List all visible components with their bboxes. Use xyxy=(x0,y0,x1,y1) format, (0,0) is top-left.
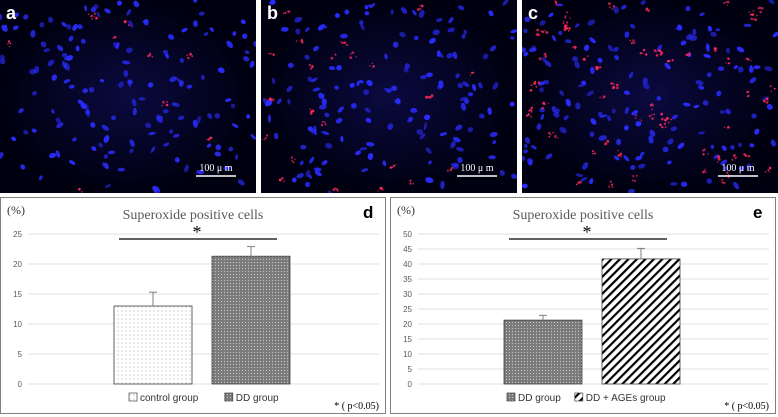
legend-swatch xyxy=(224,392,234,402)
micrograph-a: 100 μ m a xyxy=(0,0,256,193)
p-value-note: * ( p<0.05) xyxy=(724,401,769,412)
significance-marker: * xyxy=(583,222,592,242)
y-tick-label: 25 xyxy=(403,305,412,314)
y-tick-label: 35 xyxy=(403,275,412,284)
y-tick-label: 0 xyxy=(408,380,413,389)
scale-bar-label: 100 μ m xyxy=(199,163,232,174)
scale-bar-label: 100 μ m xyxy=(721,163,754,174)
bar xyxy=(113,305,193,385)
legend-label: control group xyxy=(140,393,199,404)
micrograph-b: 100 μ m b xyxy=(261,0,517,193)
y-unit-label: (%) xyxy=(397,203,415,217)
micrograph-c: 100 μ m c xyxy=(522,0,778,193)
legend-swatch xyxy=(506,392,516,402)
panel-letter: d xyxy=(363,203,373,222)
superoxide-stain-group xyxy=(7,12,213,193)
nuclei-group xyxy=(0,0,256,193)
p-value-note: * ( p<0.05) xyxy=(334,401,379,412)
nuclei-group xyxy=(522,0,778,193)
y-tick-label: 30 xyxy=(403,290,412,299)
bar xyxy=(211,255,291,385)
legend-label: DD group xyxy=(236,393,279,404)
y-unit-label: (%) xyxy=(7,203,25,217)
chart-d: (%) Superoxide positive cells d 0 5 10 15 20 25 *… xyxy=(7,203,379,412)
superoxide-stain-group xyxy=(261,4,475,192)
panel-label-a: a xyxy=(6,3,17,23)
superoxide-stain-group xyxy=(525,0,776,188)
y-tick-label: 20 xyxy=(403,320,412,329)
chart-panel-e: (%) Superoxide positive cells e 0 5 10 15 20 25 3… xyxy=(390,197,776,414)
legend-label: DD + AGEs group xyxy=(586,393,666,404)
bar xyxy=(601,258,681,385)
chart-panel-d: (%) Superoxide positive cells d 0 5 10 15 20 25 *… xyxy=(0,197,386,414)
y-tick-label: 25 xyxy=(13,230,22,239)
y-tick-label: 0 xyxy=(18,380,23,389)
y-tick-label: 40 xyxy=(403,260,412,269)
significance-marker: * xyxy=(193,222,202,242)
legend-swatch xyxy=(574,392,584,402)
y-tick-label: 10 xyxy=(13,320,22,329)
chart-title: Superoxide positive cells xyxy=(123,208,264,223)
y-tick-label: 5 xyxy=(408,365,413,374)
y-tick-label: 20 xyxy=(13,260,22,269)
y-tick-label: 5 xyxy=(18,350,23,359)
bar xyxy=(503,319,583,385)
chart-title: Superoxide positive cells xyxy=(513,208,654,223)
panel-label-b: b xyxy=(267,3,278,23)
legend-label: DD group xyxy=(518,393,561,404)
y-tick-label: 15 xyxy=(13,290,22,299)
scale-bar-label: 100 μ m xyxy=(460,163,493,174)
panel-letter: e xyxy=(753,203,762,222)
chart-e: (%) Superoxide positive cells e 0 5 10 15 20 25 3… xyxy=(397,203,769,412)
legend-swatch xyxy=(128,392,138,402)
nuclei-group xyxy=(262,0,517,193)
y-tick-label: 10 xyxy=(403,350,412,359)
y-tick-label: 50 xyxy=(403,230,412,239)
panel-label-c: c xyxy=(528,3,539,23)
y-tick-label: 45 xyxy=(403,245,412,254)
y-tick-label: 15 xyxy=(403,335,412,344)
